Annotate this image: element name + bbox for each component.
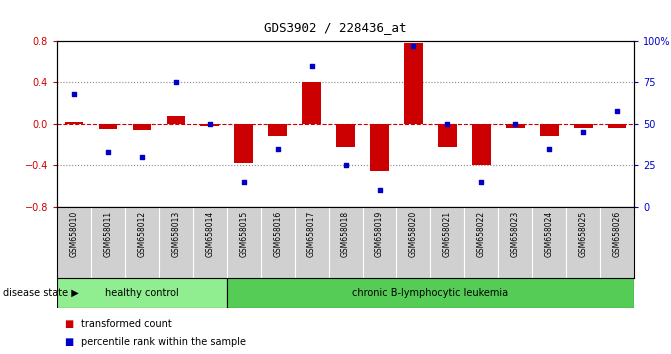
- Point: [408, 43, 419, 48]
- Bar: [302, 82, 321, 124]
- Text: percentile rank within the sample: percentile rank within the sample: [81, 337, 246, 348]
- Text: GSM658012: GSM658012: [138, 211, 146, 257]
- Bar: [227, 278, 634, 308]
- Text: ■: ■: [64, 319, 73, 329]
- Point: [340, 162, 351, 168]
- Text: GSM658022: GSM658022: [477, 211, 486, 257]
- Text: GDS3902 / 228436_at: GDS3902 / 228436_at: [264, 21, 407, 34]
- Bar: [438, 124, 457, 147]
- Bar: [370, 124, 389, 171]
- Bar: [133, 124, 151, 130]
- Point: [612, 108, 623, 113]
- Point: [136, 154, 147, 160]
- Point: [68, 91, 79, 97]
- Text: GSM658013: GSM658013: [171, 211, 180, 257]
- Point: [544, 146, 555, 152]
- Bar: [506, 124, 525, 128]
- Bar: [574, 124, 592, 128]
- Point: [103, 149, 113, 155]
- Bar: [57, 278, 227, 308]
- Bar: [268, 124, 287, 136]
- Point: [442, 121, 453, 127]
- Text: GSM658023: GSM658023: [511, 211, 520, 257]
- Text: transformed count: transformed count: [81, 319, 171, 329]
- Text: GSM658024: GSM658024: [545, 211, 554, 257]
- Point: [374, 188, 385, 193]
- Text: GSM658017: GSM658017: [307, 211, 316, 257]
- Bar: [336, 124, 355, 147]
- Text: GSM658026: GSM658026: [613, 211, 621, 257]
- Text: disease state ▶: disease state ▶: [3, 288, 79, 298]
- Text: GSM658018: GSM658018: [341, 211, 350, 257]
- Text: GSM658021: GSM658021: [443, 211, 452, 257]
- Bar: [472, 124, 491, 165]
- Text: GSM658025: GSM658025: [578, 211, 588, 257]
- Point: [510, 121, 521, 127]
- Text: ■: ■: [64, 337, 73, 348]
- Point: [476, 179, 486, 185]
- Bar: [64, 122, 83, 124]
- Point: [578, 129, 588, 135]
- Bar: [540, 124, 558, 136]
- Text: GSM658010: GSM658010: [70, 211, 79, 257]
- Text: chronic B-lymphocytic leukemia: chronic B-lymphocytic leukemia: [352, 288, 509, 298]
- Bar: [608, 124, 627, 128]
- Text: GSM658011: GSM658011: [103, 211, 113, 257]
- Text: GSM658020: GSM658020: [409, 211, 418, 257]
- Bar: [99, 124, 117, 129]
- Text: GSM658015: GSM658015: [240, 211, 248, 257]
- Point: [170, 79, 181, 85]
- Bar: [201, 124, 219, 126]
- Point: [238, 179, 249, 185]
- Bar: [234, 124, 253, 164]
- Point: [306, 63, 317, 68]
- Point: [272, 146, 283, 152]
- Text: GSM658016: GSM658016: [273, 211, 282, 257]
- Bar: [166, 115, 185, 124]
- Text: healthy control: healthy control: [105, 288, 178, 298]
- Text: GSM658014: GSM658014: [205, 211, 214, 257]
- Point: [205, 121, 215, 127]
- Text: GSM658019: GSM658019: [375, 211, 384, 257]
- Bar: [404, 43, 423, 124]
